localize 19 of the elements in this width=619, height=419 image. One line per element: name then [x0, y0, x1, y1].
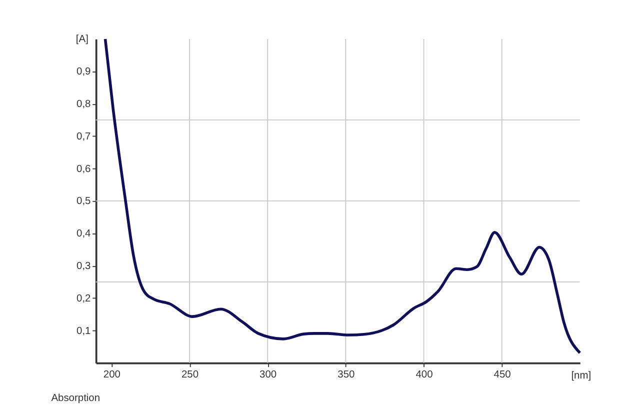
x-tick-label: 300 [260, 369, 277, 380]
x-tick-label: 400 [416, 369, 434, 380]
y-tick-label: 0,5 [76, 196, 92, 208]
y-tick-label: 0,7 [76, 131, 92, 142]
text: Absorption [51, 393, 100, 404]
x-axis-title: [nm] [571, 370, 592, 382]
y-tick-label: 0,3 [76, 260, 92, 272]
y-tick-label: 0,1 [76, 326, 92, 337]
y-axis-title: [A] [76, 34, 89, 45]
y-tick-label: 0,2 [76, 293, 92, 304]
x-tick-label: 450 [494, 369, 512, 380]
line-series [104, 38, 582, 354]
x-tick-label: 250 [181, 369, 199, 380]
y-tick-label: 0,4 [76, 228, 92, 240]
y-tick-label: 0,8 [76, 99, 92, 110]
y-tick-label: 0,9 [76, 66, 92, 78]
y-tick-label: 0,6 [76, 164, 92, 175]
x-tick-label: 200 [103, 369, 121, 380]
x-tick-label: 350 [338, 369, 355, 380]
